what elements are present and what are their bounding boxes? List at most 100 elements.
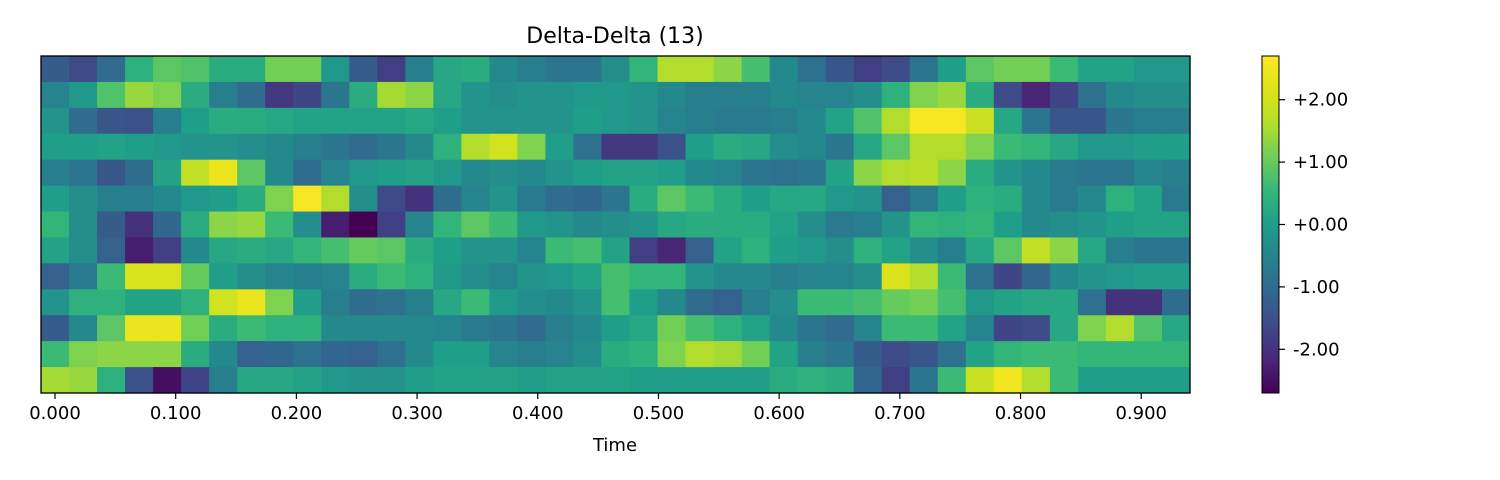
x-tick-label: 0.200 bbox=[271, 403, 323, 424]
heatmap-cell bbox=[573, 211, 603, 239]
heatmap-cell bbox=[993, 185, 1023, 213]
heatmap-cell bbox=[937, 367, 967, 394]
heatmap-cell bbox=[125, 237, 154, 264]
heatmap-cell bbox=[69, 315, 98, 342]
heatmap-cell bbox=[1077, 107, 1107, 135]
heatmap-cell bbox=[377, 185, 406, 213]
heatmap-cell bbox=[1021, 185, 1051, 213]
heatmap-cell bbox=[881, 81, 911, 109]
heatmap-cell bbox=[1133, 211, 1163, 239]
heatmap-cell bbox=[545, 341, 575, 368]
heatmap-cell bbox=[517, 159, 547, 187]
heatmap-cell bbox=[377, 56, 406, 83]
heatmap-cell bbox=[489, 159, 519, 187]
heatmap-cell bbox=[853, 289, 883, 316]
heatmap-cell bbox=[1077, 159, 1107, 187]
heatmap-cell bbox=[265, 289, 294, 316]
colorbar bbox=[1261, 55, 1280, 394]
heatmap-cell bbox=[1077, 367, 1107, 394]
heatmap-cell bbox=[601, 107, 631, 135]
heatmap-cell bbox=[797, 315, 827, 342]
heatmap-cell bbox=[993, 159, 1023, 187]
heatmap-cell bbox=[517, 367, 547, 394]
heatmap-cell bbox=[181, 315, 210, 342]
heatmap-cell bbox=[1161, 289, 1191, 316]
heatmap-cell bbox=[1161, 211, 1191, 239]
heatmap-cell bbox=[601, 81, 631, 109]
heatmap-cell bbox=[1133, 263, 1163, 290]
heatmap-cell bbox=[209, 81, 238, 109]
heatmap-cell bbox=[349, 263, 378, 290]
heatmap-cell bbox=[405, 263, 434, 290]
heatmap-cell bbox=[937, 159, 967, 187]
heatmap-cell bbox=[685, 367, 715, 394]
heatmap-cell bbox=[545, 367, 575, 394]
heatmap-cell bbox=[517, 211, 547, 239]
heatmap-cell bbox=[265, 133, 294, 161]
heatmap-cell bbox=[1021, 315, 1051, 342]
heatmap-cell bbox=[685, 185, 715, 213]
heatmap-cell bbox=[741, 185, 771, 213]
heatmap-cell bbox=[713, 315, 743, 342]
heatmap-cell bbox=[1105, 56, 1135, 83]
heatmap-cell bbox=[1021, 263, 1051, 290]
heatmap-cell bbox=[69, 211, 98, 239]
heatmap-cell bbox=[489, 341, 519, 368]
heatmap-cell bbox=[97, 289, 126, 316]
heatmap-cell bbox=[1021, 341, 1051, 368]
heatmap-cell bbox=[657, 367, 687, 394]
heatmap-cell bbox=[405, 81, 434, 109]
heatmap-cell bbox=[601, 56, 631, 83]
heatmap-cell bbox=[97, 159, 126, 187]
heatmap-cell bbox=[1021, 211, 1051, 239]
heatmap-cell bbox=[1161, 107, 1191, 135]
heatmap-cell bbox=[321, 367, 350, 394]
heatmap-cell bbox=[741, 133, 771, 161]
heatmap-cell bbox=[1105, 133, 1135, 161]
plot-frame bbox=[40, 55, 1191, 394]
heatmap-cell bbox=[181, 367, 210, 394]
colorbar-tick-label: -2.00 bbox=[1293, 339, 1340, 360]
heatmap-cell bbox=[265, 367, 294, 394]
heatmap-cell bbox=[713, 107, 743, 135]
heatmap-cell bbox=[797, 211, 827, 239]
heatmap-cell bbox=[965, 315, 995, 342]
heatmap-cell bbox=[993, 56, 1023, 83]
heatmap-cell bbox=[853, 211, 883, 239]
heatmap-cell bbox=[601, 367, 631, 394]
heatmap-cell bbox=[825, 341, 855, 368]
heatmap-cell bbox=[265, 159, 294, 187]
heatmap-cell bbox=[377, 367, 406, 394]
heatmap-cell bbox=[797, 263, 827, 290]
heatmap-cell bbox=[909, 56, 939, 83]
heatmap-cell bbox=[489, 263, 519, 290]
heatmap-cell bbox=[601, 289, 631, 316]
heatmap-cell bbox=[657, 185, 687, 213]
heatmap-cell bbox=[909, 81, 939, 109]
heatmap-cell bbox=[601, 315, 631, 342]
heatmap-cell bbox=[265, 107, 294, 135]
heatmap-cell bbox=[181, 211, 210, 239]
heatmap-cell bbox=[69, 341, 98, 368]
heatmap-cell bbox=[601, 211, 631, 239]
heatmap-cell bbox=[153, 341, 182, 368]
heatmap-cell bbox=[1021, 289, 1051, 316]
heatmap-cell bbox=[461, 107, 490, 135]
x-tick-label: 0.700 bbox=[874, 403, 926, 424]
heatmap-cell bbox=[349, 237, 378, 264]
heatmap-cell bbox=[125, 133, 154, 161]
heatmap-cell bbox=[741, 367, 771, 394]
heatmap-cell bbox=[41, 367, 70, 394]
heatmap-cell bbox=[1161, 185, 1191, 213]
heatmap-cell bbox=[853, 56, 883, 83]
heatmap-cell bbox=[573, 367, 603, 394]
heatmap-cell bbox=[937, 56, 967, 83]
heatmap-cell bbox=[153, 133, 182, 161]
colorbar-tick-label: +1.00 bbox=[1293, 152, 1348, 173]
heatmap-cell bbox=[825, 81, 855, 109]
heatmap-cell bbox=[405, 133, 434, 161]
heatmap-cell bbox=[209, 315, 238, 342]
heatmap-cell bbox=[1077, 315, 1107, 342]
heatmap-cell bbox=[125, 367, 154, 394]
